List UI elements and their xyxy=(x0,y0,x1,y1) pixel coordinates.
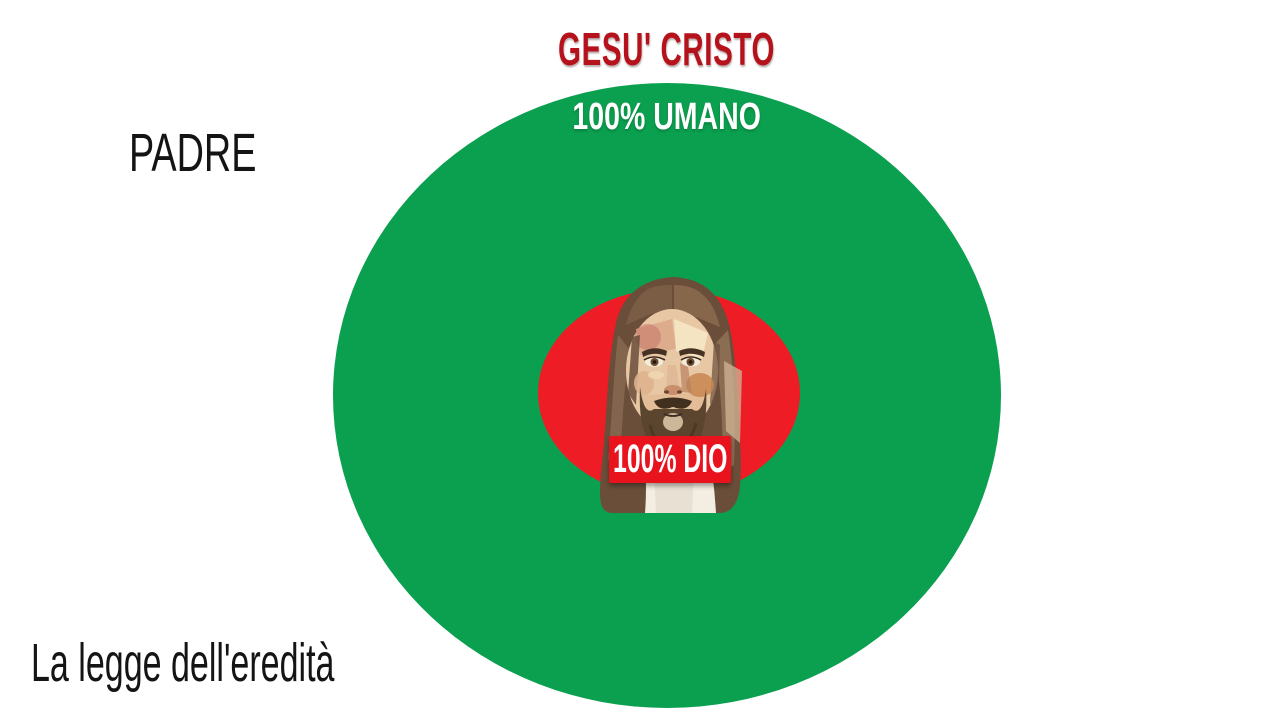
slide-title: GESU' CRISTO xyxy=(558,23,776,75)
heredity-law-caption: La legge dell'eredità xyxy=(31,633,335,693)
father-label: PADRE xyxy=(129,123,257,183)
god-percent-label: 100% DIO xyxy=(612,437,728,481)
human-perc究label: 100% UMANO xyxy=(572,96,762,138)
title-container: GESU' CRISTO xyxy=(0,22,1280,76)
god-badge: 100% DIO xyxy=(609,436,731,483)
human-label-container: 100% UMANO xyxy=(333,96,1001,139)
